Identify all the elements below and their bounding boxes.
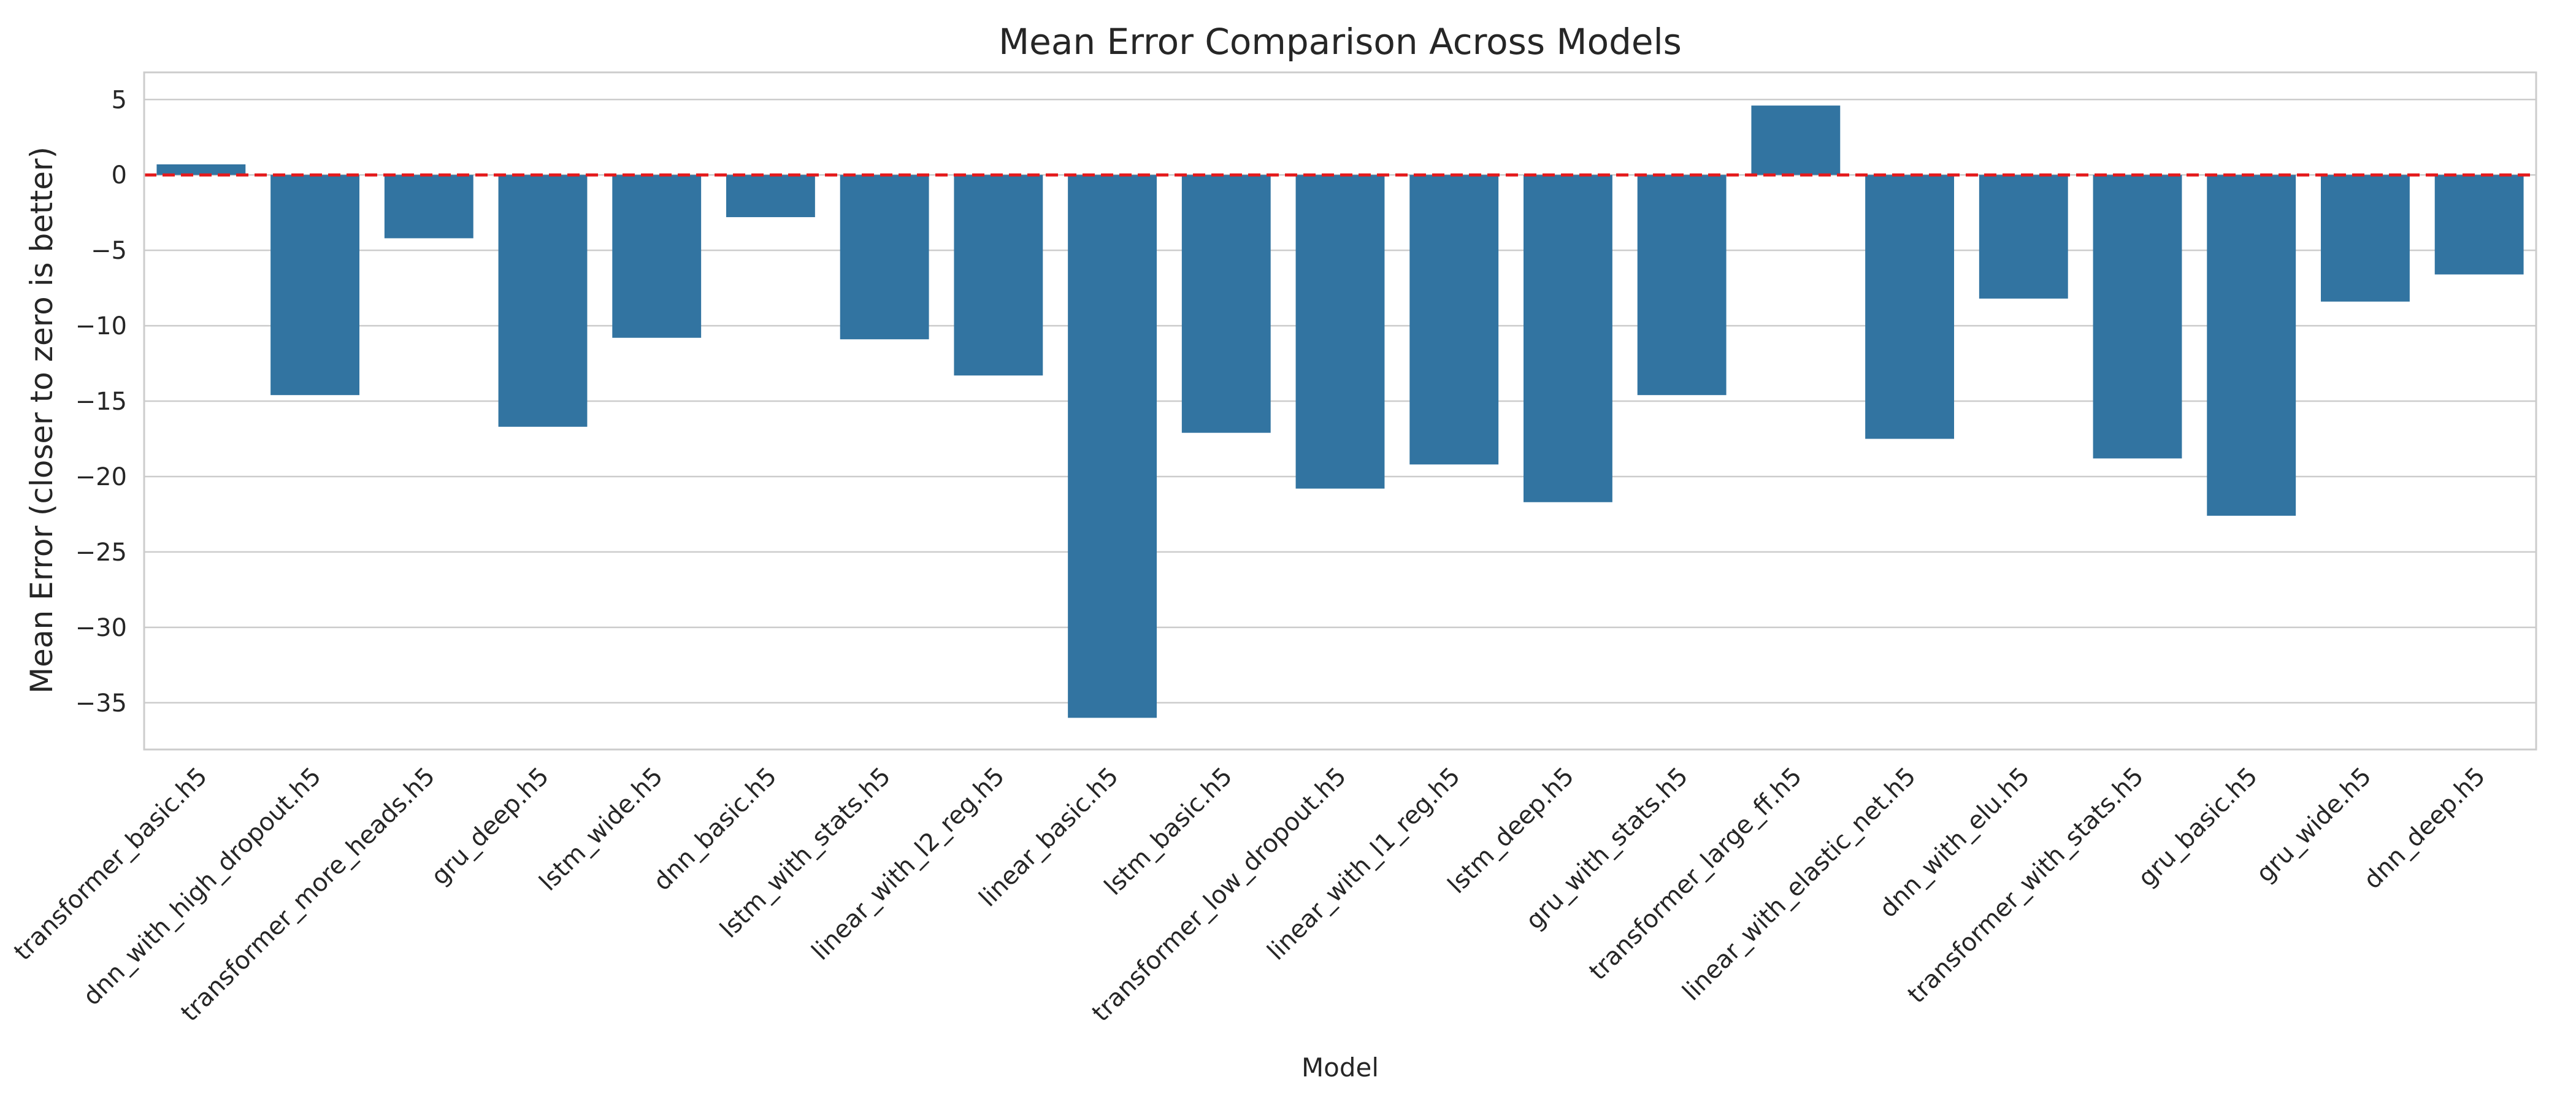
bar xyxy=(498,175,588,427)
y-tick-label: −30 xyxy=(75,614,127,642)
bar xyxy=(1295,175,1385,489)
bar xyxy=(1637,175,1727,396)
y-tick-label: −15 xyxy=(75,388,127,416)
bar xyxy=(1409,175,1499,465)
y-tick-label: −10 xyxy=(75,312,127,340)
x-tick-label: transformer_basic.h5 xyxy=(9,762,213,967)
bar xyxy=(2434,175,2524,275)
bar xyxy=(1751,105,1841,175)
bar xyxy=(840,175,929,340)
x-tick-label: gru_wide.h5 xyxy=(2251,762,2377,888)
y-tick-label: −35 xyxy=(75,689,127,718)
y-tick-labels: 5 0 −5 −10 −15 −20 −25 −30 −35 xyxy=(75,86,127,718)
bar xyxy=(2093,175,2182,459)
x-tick-label: transformer_more_heads.h5 xyxy=(175,762,440,1027)
x-tick-label: linear_with_elastic_net.h5 xyxy=(1677,762,1922,1006)
chart-title: Mean Error Comparison Across Models xyxy=(999,21,1682,63)
bars xyxy=(156,105,2524,718)
bar xyxy=(1979,175,2068,299)
y-tick-label: −20 xyxy=(75,463,127,491)
x-tick-label: gru_basic.h5 xyxy=(2133,762,2263,893)
x-tick-labels: transformer_basic.h5dnn_with_high_dropou… xyxy=(9,762,2491,1027)
y-axis-label: Mean Error (closer to zero is better) xyxy=(24,147,59,694)
bar xyxy=(1865,175,1954,439)
x-tick-label: gru_deep.h5 xyxy=(426,762,554,891)
x-tick-label: dnn_deep.h5 xyxy=(2358,762,2491,895)
plot-frame xyxy=(143,71,2537,751)
y-tick-label: 0 xyxy=(112,161,127,190)
x-tick-label: linear_with_l2_reg.h5 xyxy=(807,762,1010,966)
bar xyxy=(612,175,702,338)
y-tick-label: 5 xyxy=(112,86,127,114)
bar xyxy=(1524,175,1612,502)
x-tick-label: dnn_with_high_dropout.h5 xyxy=(78,762,327,1011)
bar xyxy=(2207,175,2296,516)
x-axis-label: Model xyxy=(1301,1052,1379,1083)
y-tick-label: −5 xyxy=(91,237,127,265)
bar xyxy=(156,164,246,175)
bar xyxy=(2321,175,2410,302)
y-tick-label: −25 xyxy=(75,539,127,567)
bar xyxy=(726,175,815,218)
x-tick-label: linear_with_l1_reg.h5 xyxy=(1262,762,1466,966)
x-tick-label: transformer_low_dropout.h5 xyxy=(1087,762,1352,1027)
bar xyxy=(270,175,359,396)
bar xyxy=(1181,175,1271,433)
bar xyxy=(954,175,1043,376)
bar xyxy=(384,175,473,239)
bar xyxy=(1068,175,1157,718)
x-tick-label: transformer_with_stats.h5 xyxy=(1903,762,2149,1009)
x-tick-label: transformer_large_ff.h5 xyxy=(1584,762,1807,986)
